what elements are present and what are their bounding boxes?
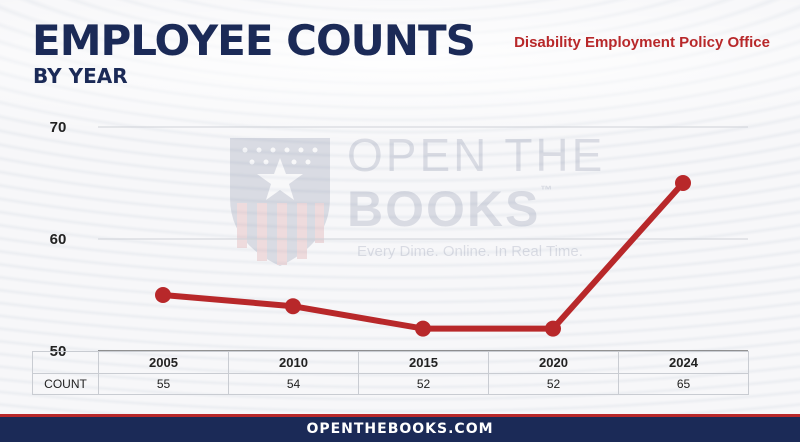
watermark-tagline: Every Dime. Online. In Real Time. [357,243,583,260]
footer-bar[interactable]: OPENTHEBOOKS.COM [0,417,800,442]
table-year-cell: 2005 [98,351,229,374]
table-value-cell: 54 [228,373,359,395]
table-year-cell: 2015 [358,351,489,374]
series-line [160,180,686,332]
table-year-cell: 2024 [618,351,749,374]
y-tick-label: 70 [50,119,67,136]
agency-name: Disability Employment Policy Office [514,34,770,51]
table-row-label: COUNT [32,373,99,395]
background [0,0,800,414]
watermark-line2: BOOKS™ [347,184,554,234]
table-corner-cell [32,351,99,374]
table-value-cell: 52 [488,373,619,395]
watermark-trademark: ™ [540,183,555,197]
table-value-cell: 65 [618,373,749,395]
table-value-cell: 52 [358,373,489,395]
chart-title: EMPLOYEE COUNTS [32,16,476,65]
table-header-row: 2005 2010 2015 2020 2024 [32,351,749,374]
watermark-line1: OPEN THE [347,129,606,181]
chart-subtitle: BY YEAR [33,64,128,88]
watermark-brand: BOOKS [347,181,541,237]
data-point [545,320,561,337]
table-value-cell: 55 [98,373,229,395]
y-tick-label: 60 [50,231,67,248]
table-year-cell: 2010 [228,351,359,374]
data-point [675,175,691,191]
table-count-row: COUNT 55 54 52 52 65 [32,373,749,395]
footer-link[interactable]: OPENTHEBOOKS.COM [306,421,494,437]
data-point [155,287,171,303]
data-point [285,298,301,315]
shield-icon [230,138,330,266]
data-point [415,320,431,337]
watermark: OPEN THE BOOKS™ Every Dime. Online. In R… [225,128,602,272]
data-table: 2005 2010 2015 2020 2024 COUNT 55 54 52 … [32,351,749,395]
footer-stripe [0,414,800,417]
table-year-cell: 2020 [488,351,619,374]
